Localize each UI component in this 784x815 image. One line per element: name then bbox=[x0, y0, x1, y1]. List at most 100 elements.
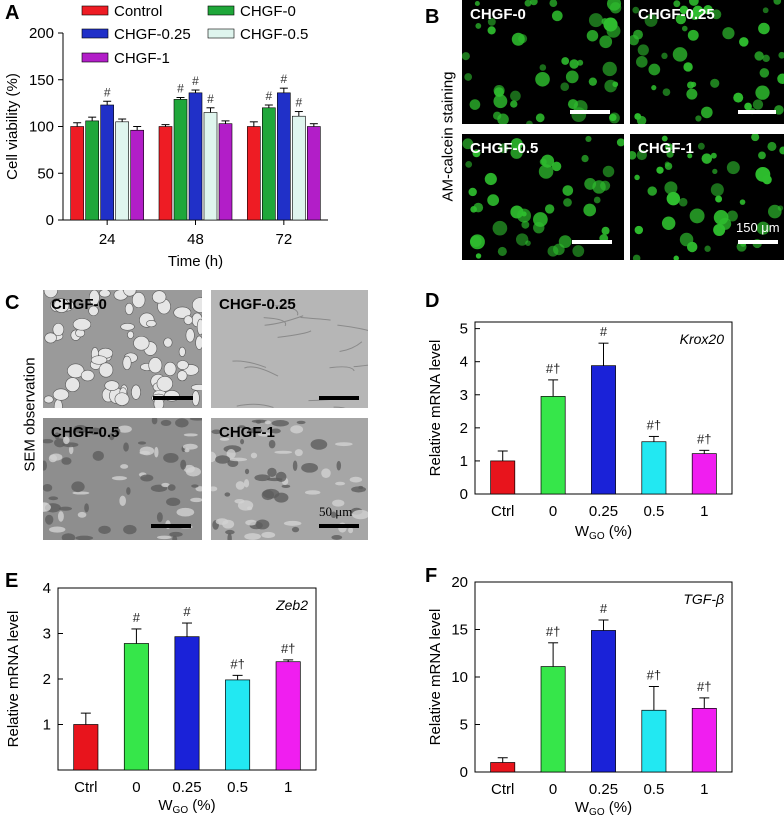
cell-dot bbox=[487, 26, 496, 35]
cell-dot bbox=[583, 203, 597, 217]
surface-grain bbox=[123, 524, 137, 535]
cell-dot bbox=[636, 56, 648, 68]
surface-grain bbox=[77, 511, 87, 518]
x-tick-label: 0.25 bbox=[589, 503, 618, 520]
cell-dot bbox=[778, 51, 784, 59]
cell-dot bbox=[637, 44, 649, 56]
surface-streak bbox=[274, 305, 299, 316]
surface-grain bbox=[182, 443, 198, 450]
significance-mark: #† bbox=[697, 679, 711, 694]
surface-grain bbox=[281, 484, 291, 488]
cell-body bbox=[131, 291, 146, 309]
cell-dot bbox=[648, 63, 661, 76]
fluorescence-image-chgf-1: CHGF-1 150 μm bbox=[630, 134, 784, 260]
significance-mark: # bbox=[600, 324, 608, 339]
panel-label-f: F bbox=[425, 565, 438, 587]
cell-dot bbox=[754, 51, 764, 61]
cell-dot bbox=[722, 27, 735, 40]
bar bbox=[540, 396, 566, 495]
significance-mark: #† bbox=[697, 431, 711, 446]
surface-grain bbox=[255, 419, 262, 424]
surface-grain bbox=[332, 499, 345, 507]
surface-grain bbox=[245, 519, 257, 526]
cell-dot bbox=[484, 172, 497, 186]
cell-body bbox=[173, 306, 192, 319]
y-tick-label: 150 bbox=[29, 72, 54, 89]
surface-grain bbox=[336, 460, 342, 471]
cell-dot bbox=[487, 194, 500, 207]
x-tick-label: 72 bbox=[275, 231, 292, 248]
cell-dot bbox=[475, 22, 482, 29]
surface-grain bbox=[296, 420, 306, 425]
image-label: CHGF-1 bbox=[638, 140, 694, 157]
cell-dot bbox=[584, 178, 597, 190]
legend-label: CHGF-0 bbox=[240, 3, 296, 20]
cell-dot bbox=[739, 199, 746, 205]
cell-dot bbox=[733, 92, 744, 103]
surface-grain bbox=[261, 531, 276, 539]
surface-streak bbox=[329, 366, 355, 372]
surface-grain bbox=[160, 419, 172, 426]
legend-label: CHGF-0.5 bbox=[240, 26, 308, 43]
cell-dot bbox=[498, 143, 509, 154]
significance-mark: # bbox=[183, 604, 191, 619]
cell-dot bbox=[726, 161, 740, 175]
cell-body bbox=[88, 305, 99, 317]
surface-grain bbox=[211, 486, 218, 492]
surface-grain bbox=[43, 502, 51, 512]
fluorescence-image-chgf-05: CHGF-0.5 bbox=[462, 134, 624, 260]
surface-grain bbox=[88, 427, 102, 435]
surface-grain bbox=[43, 438, 54, 444]
cell-dot bbox=[636, 149, 647, 161]
bar bbox=[115, 121, 129, 221]
cell-dot bbox=[588, 13, 603, 28]
cell-dot bbox=[736, 241, 747, 252]
cell-dot bbox=[560, 82, 570, 92]
surface-grain bbox=[172, 535, 178, 540]
cell-dot bbox=[561, 57, 570, 65]
cell-dot bbox=[710, 183, 724, 197]
cell-body bbox=[191, 297, 202, 313]
fluorescence-image-chgf-025: CHGF-0.25 bbox=[630, 0, 784, 124]
y-tick-label: 5 bbox=[460, 717, 468, 734]
y-tick-label: 3 bbox=[460, 387, 468, 404]
surface-grain bbox=[117, 425, 132, 433]
cell-body bbox=[80, 369, 95, 382]
cell-body bbox=[99, 290, 111, 298]
cell-dots bbox=[462, 0, 622, 124]
x-tick-label: Ctrl bbox=[491, 781, 514, 798]
bar bbox=[188, 92, 203, 221]
cell-dot bbox=[602, 165, 615, 178]
y-tick-label: 1 bbox=[460, 453, 468, 470]
significance-mark: #† bbox=[647, 417, 661, 432]
y-tick-label: 3 bbox=[43, 626, 51, 643]
surface-streak bbox=[264, 315, 304, 326]
cell-dot bbox=[492, 220, 508, 236]
cell-dot bbox=[712, 168, 718, 175]
cell-dot bbox=[679, 232, 694, 247]
surface-grain bbox=[183, 433, 198, 437]
cell-dot bbox=[601, 226, 610, 235]
cell-dot bbox=[661, 52, 668, 60]
surface-grain bbox=[267, 467, 277, 478]
bar bbox=[490, 762, 516, 773]
cell-dot bbox=[581, 154, 589, 163]
chart-e: 1 2 3 4 Relative mRNA level Zeb2 Ctrl #0 #0.25 #†… bbox=[5, 580, 317, 815]
surface-grain bbox=[270, 428, 281, 434]
surface-grain bbox=[161, 482, 170, 488]
surface-grain bbox=[237, 425, 246, 429]
surface-grain bbox=[335, 481, 346, 486]
cell-dot bbox=[565, 70, 579, 84]
cell-dot bbox=[510, 146, 523, 159]
cell-body bbox=[98, 362, 114, 378]
cell-dot bbox=[494, 87, 505, 98]
cell-body bbox=[65, 377, 80, 393]
cell-dot bbox=[541, 154, 555, 168]
surface-grain bbox=[268, 439, 276, 449]
surface-grain bbox=[61, 457, 72, 465]
surface-grain bbox=[92, 450, 104, 461]
cell-dot bbox=[603, 17, 618, 32]
surface-grain bbox=[71, 481, 85, 493]
surface-grain bbox=[73, 425, 88, 434]
cell-dot bbox=[762, 54, 770, 63]
